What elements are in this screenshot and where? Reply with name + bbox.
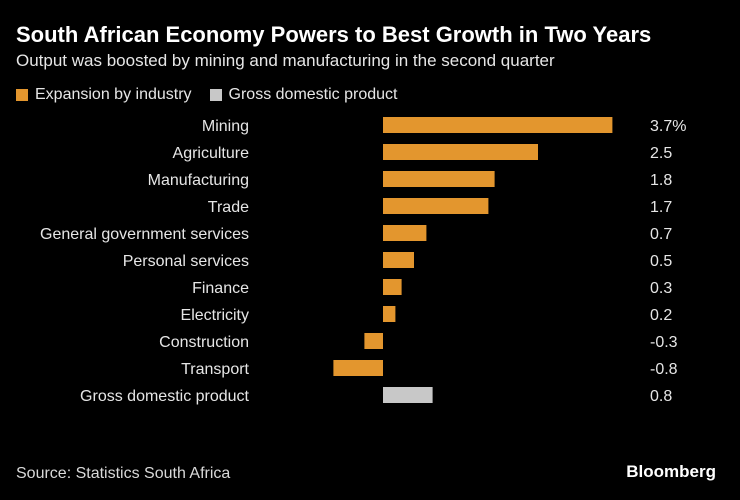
value-label-agriculture: 2.5 [650, 145, 672, 162]
category-label-mining: Mining [202, 118, 249, 135]
category-label-general-government-services: General government services [40, 226, 249, 243]
source-note: Source: Statistics South Africa [16, 465, 231, 482]
value-label-personal-services: 0.5 [650, 253, 672, 270]
legend-label-industry: Expansion by industry [35, 86, 192, 103]
legend-label-gdp: Gross domestic product [228, 86, 398, 103]
bar-personal-services [383, 252, 414, 268]
category-label-manufacturing: Manufacturing [148, 172, 249, 189]
legend: Expansion by industry Gross domestic pro… [16, 86, 415, 104]
category-label-trade: Trade [208, 199, 249, 216]
value-label-manufacturing: 1.8 [650, 172, 672, 189]
category-label-gross-domestic-product: Gross domestic product [80, 388, 250, 405]
bar-agriculture [383, 144, 538, 160]
bar-general-government-services [383, 225, 427, 241]
bar-gross-domestic-product [383, 387, 433, 403]
value-label-trade: 1.7 [650, 199, 672, 216]
category-label-transport: Transport [181, 361, 249, 378]
brand-logo: Bloomberg [626, 462, 716, 481]
value-label-mining: 3.7% [650, 118, 686, 135]
bar-mining [383, 117, 613, 133]
category-label-personal-services: Personal services [123, 253, 249, 270]
value-label-transport: -0.8 [650, 361, 678, 378]
bar-finance [383, 279, 402, 295]
category-label-finance: Finance [192, 280, 249, 297]
value-label-general-government-services: 0.7 [650, 226, 672, 243]
legend-item-industry: Expansion by industry [16, 86, 192, 104]
chart-title: South African Economy Powers to Best Gro… [16, 22, 652, 47]
value-label-finance: 0.3 [650, 280, 672, 297]
bar-transport [333, 360, 383, 376]
bar-electricity [383, 306, 396, 322]
legend-item-gdp: Gross domestic product [209, 86, 398, 104]
category-label-agriculture: Agriculture [173, 145, 250, 162]
chart-subtitle: Output was boosted by mining and manufac… [16, 51, 555, 70]
bar-trade [383, 198, 489, 214]
value-label-electricity: 0.2 [650, 307, 672, 324]
category-label-electricity: Electricity [181, 307, 249, 324]
category-label-construction: Construction [159, 334, 249, 351]
value-label-gross-domestic-product: 0.8 [650, 388, 672, 405]
legend-swatch-gdp [209, 89, 222, 101]
value-label-construction: -0.3 [650, 334, 678, 351]
bar-manufacturing [383, 171, 495, 187]
bar-construction [364, 333, 383, 349]
legend-swatch-industry [16, 89, 28, 101]
